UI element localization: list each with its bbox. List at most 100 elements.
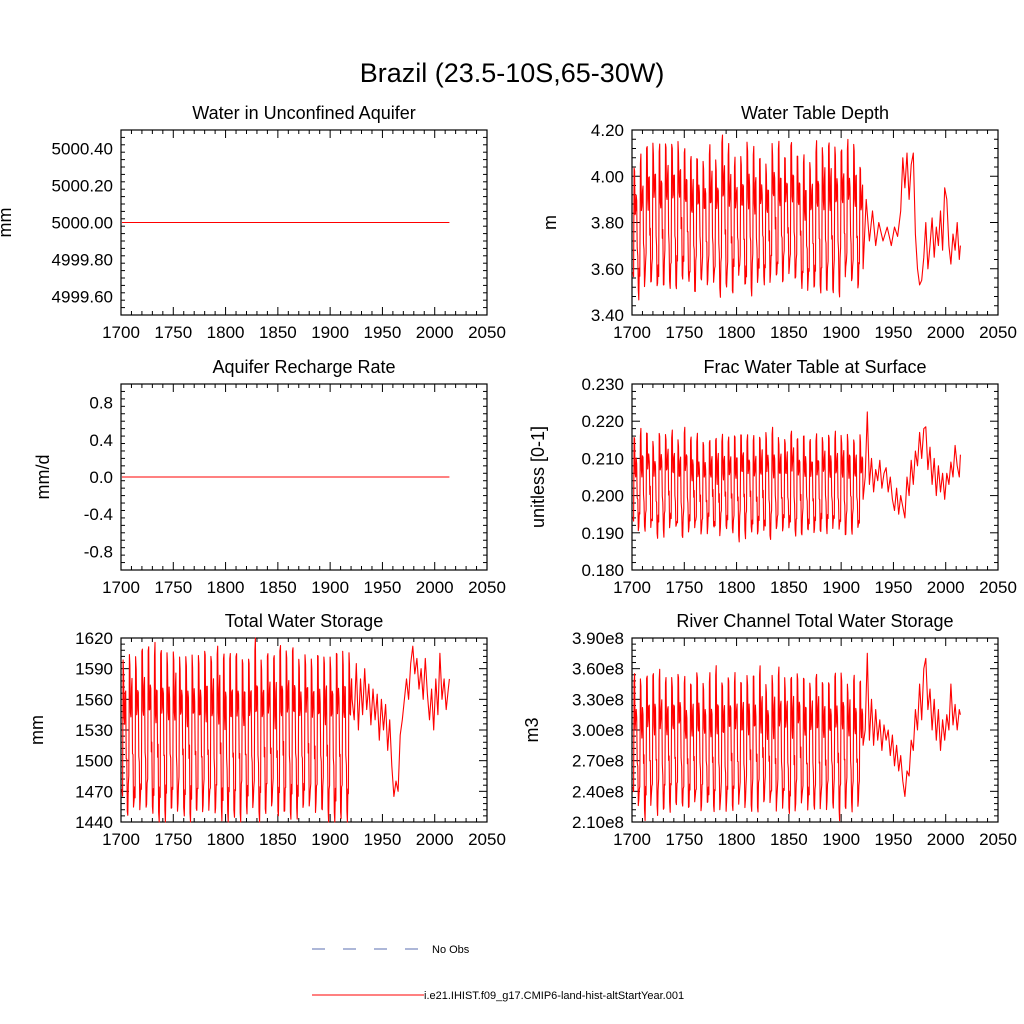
- y-tick-label: 2.10e8: [572, 813, 624, 832]
- x-tick-label: 1750: [665, 830, 703, 849]
- y-tick-label: 1590: [75, 660, 113, 679]
- x-tick-label: 1900: [822, 830, 860, 849]
- y-axis-label: m: [540, 215, 560, 230]
- y-tick-label: 3.80: [591, 214, 624, 233]
- y-tick-label: 0.210: [581, 449, 624, 468]
- x-tick-label: 1700: [613, 323, 651, 342]
- x-tick-label: 1800: [207, 830, 245, 849]
- y-tick-label: 1470: [75, 782, 113, 801]
- y-tick-label: 4.00: [591, 167, 624, 186]
- y-tick-label: 4.20: [591, 121, 624, 140]
- x-tick-label: 2000: [927, 323, 965, 342]
- panel-1: Water in Unconfined Aquifer 1700 1750 1800 1…: [0, 103, 506, 342]
- legend-label-no-obs: No Obs: [432, 944, 470, 956]
- y-tick-label: 5000.40: [52, 140, 113, 159]
- y-tick-label: 0.220: [581, 412, 624, 431]
- x-tick-label: 2050: [979, 830, 1017, 849]
- y-tick-label: -0.4: [84, 505, 113, 524]
- y-tick-label: 0.230: [581, 375, 624, 394]
- x-tick-label: 1850: [770, 578, 808, 597]
- y-tick-label: 5000.20: [52, 177, 113, 196]
- x-tick-label: 2000: [927, 578, 965, 597]
- x-tick-label: 1950: [364, 830, 402, 849]
- y-tick-label: 1500: [75, 752, 113, 771]
- panel-title: Aquifer Recharge Rate: [212, 357, 395, 377]
- figure-title: Brazil (23.5-10S,65-30W): [360, 58, 665, 88]
- panel-4: Frac Water Table at Surface 1700 1750 1800 1…: [528, 357, 1017, 597]
- x-tick-label: 1950: [364, 323, 402, 342]
- x-tick-label: 1800: [718, 830, 756, 849]
- x-tick-label: 1850: [770, 830, 808, 849]
- x-tick-label: 1850: [770, 323, 808, 342]
- x-tick-label: 1950: [875, 323, 913, 342]
- x-tick-label: 1800: [207, 578, 245, 597]
- x-tick-label: 2050: [468, 830, 506, 849]
- x-tick-label: 1900: [822, 578, 860, 597]
- x-tick-label: 1750: [154, 830, 192, 849]
- x-tick-label: 1800: [207, 323, 245, 342]
- y-tick-label: -0.8: [84, 542, 113, 561]
- y-tick-label: 0.4: [89, 431, 113, 450]
- y-tick-label: 0.200: [581, 487, 624, 506]
- panel-2: Water Table Depth 1700 1750 1800 1850 1900 195…: [540, 103, 1017, 342]
- legend: No Obs i.e21.IHIST.f09_g17.CMIP6-land-his…: [312, 944, 684, 1002]
- y-tick-label: 1440: [75, 813, 113, 832]
- y-tick-label: 0.180: [581, 561, 624, 580]
- x-tick-label: 1950: [875, 578, 913, 597]
- x-tick-label: 1700: [102, 323, 140, 342]
- x-tick-label: 1700: [613, 830, 651, 849]
- x-tick-label: 1900: [822, 323, 860, 342]
- x-tick-label: 1900: [311, 578, 349, 597]
- plot-frame: [120, 129, 488, 316]
- y-tick-label: 3.40: [591, 306, 624, 325]
- y-tick-label: 1530: [75, 721, 113, 740]
- x-tick-label: 1950: [875, 830, 913, 849]
- x-tick-label: 1900: [311, 830, 349, 849]
- series-line-model: [121, 637, 450, 823]
- x-tick-label: 1900: [311, 323, 349, 342]
- x-tick-label: 2000: [416, 578, 454, 597]
- y-tick-label: 0.190: [581, 524, 624, 543]
- x-tick-label: 1700: [102, 578, 140, 597]
- y-tick-label: 3.00e8: [572, 721, 624, 740]
- x-tick-label: 1750: [154, 323, 192, 342]
- x-tick-label: 1850: [259, 323, 297, 342]
- plot-frame: [120, 383, 488, 571]
- x-tick-label: 2000: [416, 323, 454, 342]
- x-tick-label: 1950: [364, 578, 402, 597]
- y-tick-label: 1620: [75, 629, 113, 648]
- y-axis-label: m3: [522, 717, 542, 742]
- series-line-model: [632, 652, 961, 822]
- x-tick-label: 1800: [718, 578, 756, 597]
- y-axis-label: mm: [0, 208, 15, 238]
- series-line-model: [632, 134, 961, 301]
- x-tick-label: 1750: [154, 578, 192, 597]
- plot-frame: [631, 383, 999, 571]
- y-tick-label: 0.8: [89, 394, 113, 413]
- x-tick-label: 2000: [416, 830, 454, 849]
- y-tick-label: 4999.80: [52, 251, 113, 270]
- panel-3: Aquifer Recharge Rate 1700 1750 1800 1850 190…: [33, 357, 506, 597]
- panel-title: Water Table Depth: [741, 103, 889, 123]
- panel-title: Water in Unconfined Aquifer: [192, 103, 415, 123]
- y-axis-label: mm: [27, 715, 47, 745]
- y-tick-label: 1560: [75, 690, 113, 709]
- y-tick-label: 4999.60: [52, 288, 113, 307]
- x-tick-label: 2050: [979, 578, 1017, 597]
- x-tick-label: 1800: [718, 323, 756, 342]
- panels: Water in Unconfined Aquifer 1700 1750 1800 1…: [0, 103, 1017, 849]
- x-tick-label: 2000: [927, 830, 965, 849]
- legend-label-model: i.e21.IHIST.f09_g17.CMIP6-land-hist-altS…: [424, 990, 684, 1002]
- y-axis-label: unitless [0-1]: [528, 426, 548, 528]
- series-line-model: [632, 411, 961, 543]
- y-tick-label: 3.90e8: [572, 629, 624, 648]
- y-tick-label: 3.60: [591, 260, 624, 279]
- y-tick-label: 2.40e8: [572, 782, 624, 801]
- panel-title: Frac Water Table at Surface: [703, 357, 926, 377]
- x-tick-label: 2050: [468, 578, 506, 597]
- y-axis-label: mm/d: [33, 455, 53, 500]
- x-tick-label: 1850: [259, 830, 297, 849]
- y-tick-label: 0.0: [89, 468, 113, 487]
- panel-5: Total Water Storage 1700 1750 1800 1850 1900 1…: [27, 611, 506, 849]
